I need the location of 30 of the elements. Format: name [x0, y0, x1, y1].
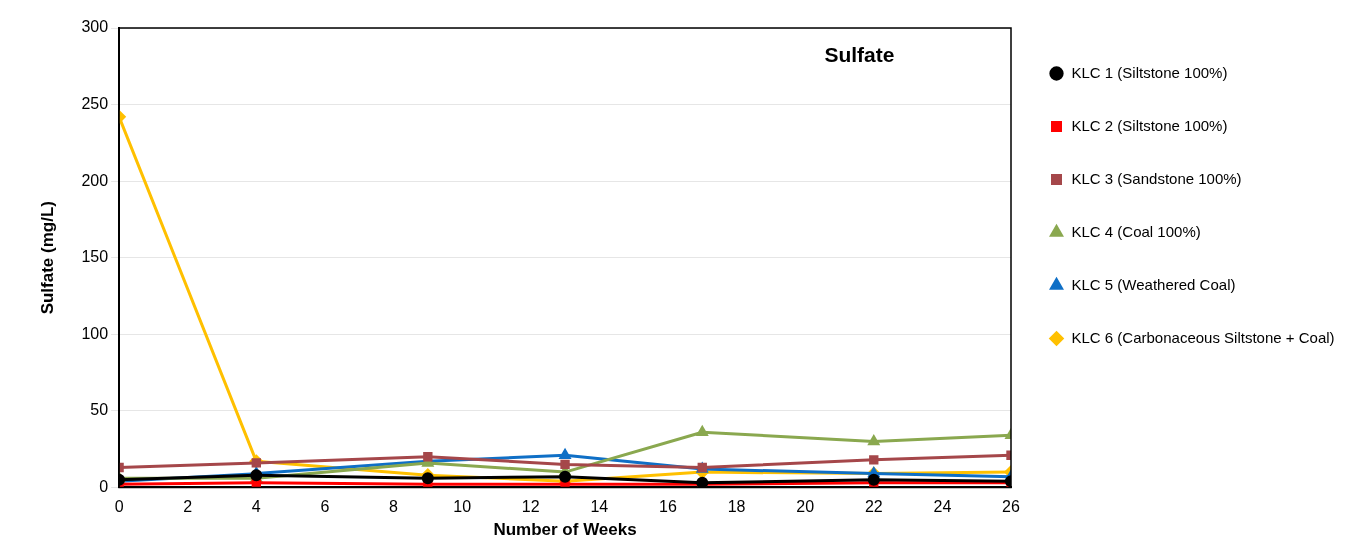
x-tick-label: 2 [183, 498, 193, 516]
y-axis-title: Sulfate (mg/L) [37, 201, 57, 315]
y-tick-label: 50 [90, 401, 109, 419]
x-tick-label: 6 [320, 498, 330, 516]
x-tick-label: 14 [590, 498, 609, 516]
legend-label: KLC 2 (Siltstone 100%) [1071, 116, 1228, 134]
x-tick-label: 10 [453, 498, 472, 516]
x-tick-label: 4 [251, 498, 261, 516]
legend-label: KLC 6 (Carbonaceous Siltstone + Coal) [1071, 328, 1335, 346]
legend-label: KLC 1 (Siltstone 100%) [1071, 63, 1228, 81]
x-tick-label: 20 [796, 498, 815, 516]
y-tick-label: 300 [81, 18, 109, 36]
y-tick-label: 0 [99, 477, 109, 495]
y-tick-label: 100 [81, 324, 109, 342]
y-tick-label: 150 [81, 248, 109, 266]
y-tick-label: 200 [81, 171, 109, 189]
x-tick-label: 22 [864, 498, 883, 516]
x-tick-label: 0 [114, 498, 124, 516]
legend-label: KLC 5 (Weathered Coal) [1071, 275, 1236, 293]
x-tick-label: 12 [521, 498, 540, 516]
x-tick-label: 18 [727, 498, 746, 516]
legend-label: KLC 4 (Coal 100%) [1071, 222, 1201, 240]
text: Sulfate [824, 42, 895, 66]
x-axis-title: Number of Weeks [493, 520, 637, 540]
x-tick-label: 16 [659, 498, 677, 516]
x-tick-label: 8 [389, 498, 399, 516]
x-tick-label: 26 [1002, 498, 1020, 516]
y-tick-label: 250 [81, 94, 109, 112]
legend-label: KLC 3 (Sandstone 100%) [1071, 169, 1242, 187]
x-tick-label: 24 [933, 498, 952, 516]
